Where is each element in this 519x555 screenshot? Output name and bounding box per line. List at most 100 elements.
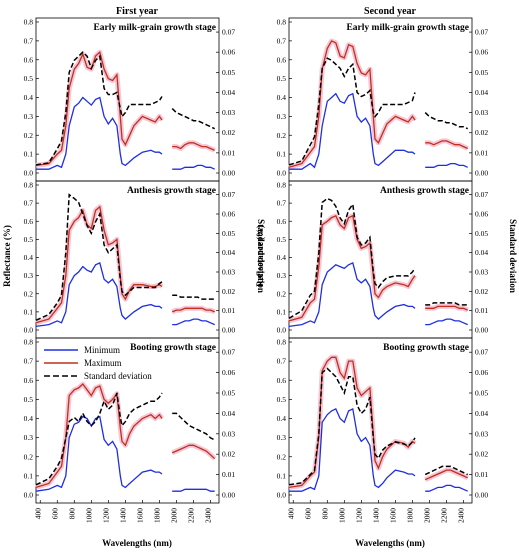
right-tick-label: 0.00 xyxy=(222,326,235,335)
left-tick-label: 0.0 xyxy=(277,169,287,178)
series-minimum-line xyxy=(425,484,468,492)
right-tick-label: 0.01 xyxy=(222,306,235,315)
right-tick-label: 0.06 xyxy=(475,210,488,219)
series-maximum-line xyxy=(35,383,163,489)
maximum-band xyxy=(288,354,417,490)
left-tick-label: 0.4 xyxy=(24,414,34,423)
x-tick-label: 400 xyxy=(286,508,295,520)
left-tick-label: 0.0 xyxy=(24,326,34,335)
stage-title: Booting growth stage xyxy=(383,343,469,353)
right-tick-label: 0.05 xyxy=(475,68,488,77)
panels: 0.00.10.20.30.40.50.60.70.80.000.010.020… xyxy=(24,18,489,524)
x-tick-label: 2400 xyxy=(456,508,465,523)
x-tick-label: 1800 xyxy=(405,508,414,523)
x-tick-label: 600 xyxy=(50,508,59,520)
left-tick-label: 0.3 xyxy=(24,433,34,442)
right-tick-label: 0.02 xyxy=(222,287,235,296)
left-tick-label: 0.8 xyxy=(277,338,287,347)
right-tick-label: 0.01 xyxy=(222,470,235,479)
left-tick-label: 0.5 xyxy=(24,395,34,404)
x-axis-label-right: Wavelengths (nm) xyxy=(355,538,425,548)
plot-frame xyxy=(35,17,220,182)
right-tick-label: 0.04 xyxy=(475,248,488,257)
left-tick-label: 0.4 xyxy=(24,253,34,262)
left-tick-label: 0.1 xyxy=(277,471,287,480)
right-tick-label: 0.03 xyxy=(475,429,488,438)
left-tick-label: 0.0 xyxy=(24,169,34,178)
x-tick-label: 1600 xyxy=(135,508,144,523)
left-tick-label: 0.2 xyxy=(24,452,34,461)
left-tick-label: 0.5 xyxy=(277,74,287,83)
right-tick-label: 0.07 xyxy=(222,190,235,199)
series-maximum-line xyxy=(424,469,468,481)
x-tick-label: 800 xyxy=(67,508,76,520)
left-tick-label: 0.6 xyxy=(277,217,287,226)
x-tick-label: 1800 xyxy=(152,508,161,523)
stage-title: Early milk-grain growth stage xyxy=(93,23,216,33)
x-tick-label: 800 xyxy=(320,508,329,520)
right-tick-label: 0.01 xyxy=(222,148,235,157)
left-tick-label: 0.7 xyxy=(277,36,287,45)
series-std-line xyxy=(171,108,216,130)
left-tick-label: 0.8 xyxy=(24,181,34,190)
left-tick-label: 0.0 xyxy=(24,491,34,500)
series-minimum-line xyxy=(172,488,215,492)
stage-title: Anthesis growth stage xyxy=(127,186,216,196)
series-std-line xyxy=(424,465,469,476)
x-tick-label: 1000 xyxy=(84,508,93,523)
series-minimum-line xyxy=(35,415,163,492)
legend: Minimum Maximum Standard deviation xyxy=(44,345,152,381)
series-minimum-line xyxy=(172,318,215,326)
series-maximum-line xyxy=(288,214,416,322)
left-tick-label: 0.2 xyxy=(277,452,287,461)
series-maximum-line xyxy=(425,140,468,150)
chart-panel: 0.0 0.1 0.2 0.3 0.4 0.5 0.6 0.7 0.8 0.00 0.01 0.02 0… xyxy=(24,180,235,339)
left-tick-label: 0.5 xyxy=(277,395,287,404)
right-tick-label: 0.00 xyxy=(475,326,488,335)
right-tick-label: 0.06 xyxy=(475,368,488,377)
left-tick-label: 0.1 xyxy=(24,471,34,480)
right-tick-label: 0.05 xyxy=(475,229,488,238)
series-maximum-line xyxy=(35,50,163,167)
legend-label-std: Standard deviation xyxy=(84,371,152,381)
maximum-band xyxy=(172,140,216,153)
left-tick-label: 0.6 xyxy=(277,376,287,385)
series-minimum-line xyxy=(425,162,468,168)
right-tick-label: 0.02 xyxy=(475,128,488,137)
column-title-second-year: Second year xyxy=(364,6,417,17)
series-std-line xyxy=(288,197,416,320)
x-tick-label: 600 xyxy=(303,508,312,520)
left-tick-label: 0.8 xyxy=(277,18,287,27)
x-tick-label: 1200 xyxy=(101,508,110,523)
x-tick-label: 1000 xyxy=(337,508,346,523)
right-tick-label: 0.02 xyxy=(222,450,235,459)
left-tick-label: 0.4 xyxy=(277,93,287,102)
left-tick-label: 0.1 xyxy=(277,150,287,159)
right-tick-label: 0.01 xyxy=(475,470,488,479)
left-tick-label: 0.7 xyxy=(24,199,34,208)
series-minimum-line xyxy=(289,407,416,492)
plot-frame xyxy=(35,180,220,339)
x-tick-label: 2000 xyxy=(169,508,178,523)
left-tick-label: 0.5 xyxy=(24,74,34,83)
left-tick-label: 0.0 xyxy=(277,326,287,335)
right-tick-label: 0.07 xyxy=(475,28,488,37)
series-std-line xyxy=(35,392,163,486)
left-tick-label: 0.7 xyxy=(24,36,34,45)
chart-panel: 0.0 0.1 0.2 0.3 0.4 0.5 0.6 0.7 0.8 0.00 0.01 0.02 0… xyxy=(24,17,235,182)
left-tick-label: 0.5 xyxy=(24,235,34,244)
maximum-band xyxy=(425,138,469,151)
right-tick-label: 0.00 xyxy=(475,491,488,500)
left-tick-label: 0.6 xyxy=(24,376,34,385)
series-minimum-line xyxy=(425,318,468,326)
right-tick-label: 0.04 xyxy=(222,409,235,418)
left-tick-label: 0.2 xyxy=(277,289,287,298)
series-minimum-line xyxy=(35,261,163,328)
maximum-band xyxy=(35,49,165,168)
right-tick-label: 0.03 xyxy=(222,429,235,438)
left-tick-label: 0.0 xyxy=(277,491,287,500)
right-tick-label: 0.05 xyxy=(222,68,235,77)
right-tick-label: 0.02 xyxy=(222,128,235,137)
right-tick-label: 0.04 xyxy=(222,88,235,97)
